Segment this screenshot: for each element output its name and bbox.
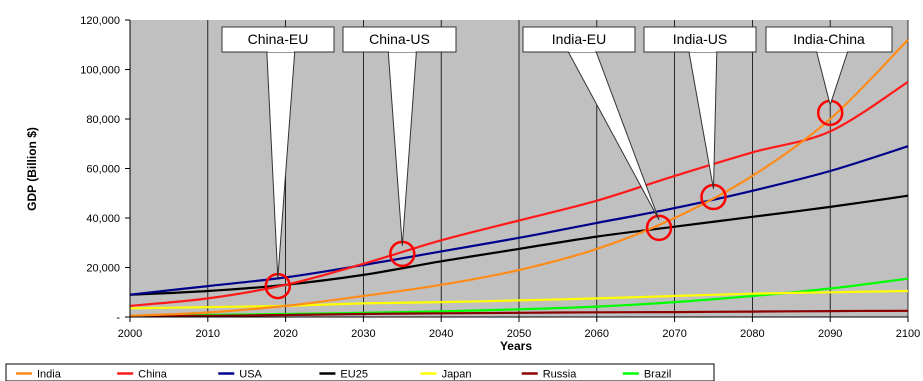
legend-label-russia: Russia (543, 369, 578, 381)
y-tick-label-60000: 60,000 (86, 164, 120, 176)
callout-label-india-us: India-US (673, 31, 727, 47)
x-tick-label-2080: 2080 (740, 328, 764, 340)
y-tick-label-40000: 40,000 (86, 213, 120, 225)
legend-label-japan: Japan (442, 369, 472, 381)
series-lines (129, 39, 909, 318)
legend-label-brazil: Brazil (644, 369, 672, 381)
y-tick-label-20000: 20,000 (86, 263, 120, 275)
x-tick-label-2010: 2010 (196, 328, 220, 340)
x-axis-title: Years (500, 339, 532, 353)
y-tick-label-120000: 120,000 (80, 15, 120, 27)
legend-box (5, 363, 715, 381)
legend: India China USA EU25 Japan Russia Brazil (5, 363, 715, 381)
callout-label-india-eu: India-EU (552, 31, 606, 47)
y-tick-labels: - 20,000 40,000 60,000 80,000 100,000 120,000 (80, 15, 120, 324)
y-axis-title: GDP (Billion $) (25, 127, 39, 211)
y-tick-label-100000: 100,000 (80, 65, 120, 77)
axes (125, 19, 909, 322)
series-line-china (129, 80, 909, 307)
y-tick-label-80000: 80,000 (86, 114, 120, 126)
series-line-japan (129, 289, 909, 310)
callout-box-china-eu (221, 26, 335, 53)
x-tick-label-2040: 2040 (429, 328, 453, 340)
series-line-eu25 (129, 194, 909, 296)
legend-label-eu25: EU25 (340, 369, 368, 381)
legend-label-china: China (138, 369, 168, 381)
callout-box-india-eu (522, 26, 636, 53)
callout-label-china-us: China-US (369, 31, 430, 47)
callout-box-china-us (342, 26, 457, 53)
x-tick-label-2070: 2070 (662, 328, 686, 340)
callout-label-india-china: India-China (793, 31, 865, 47)
x-tick-label-2060: 2060 (585, 328, 609, 340)
series-line-usa (129, 145, 909, 296)
x-tick-label-2100: 2100 (896, 328, 920, 340)
x-tick-label-2090: 2090 (818, 328, 842, 340)
series-line-russia (129, 309, 909, 318)
callout-label-china-eu: China-EU (248, 31, 309, 47)
callout-box-india-china (765, 26, 893, 53)
x-tick-label-2050: 2050 (507, 328, 531, 340)
legend-label-india: India (37, 369, 62, 381)
x-tick-label-2030: 2030 (351, 328, 375, 340)
crossover-marker-india-eu (645, 214, 673, 242)
x-tick-labels: 2000 2010 2020 2030 2040 2050 2060 2070 2080 2090… (118, 328, 920, 340)
y-tick-label-0: - (116, 312, 120, 324)
series-line-india (129, 39, 909, 317)
x-tick-label-2000: 2000 (118, 328, 142, 340)
x-tick-label-2020: 2020 (273, 328, 297, 340)
callout-labels: China-EU China-US India-EU India-US India-Ch… (221, 26, 893, 279)
legend-label-usa: USA (239, 369, 262, 381)
